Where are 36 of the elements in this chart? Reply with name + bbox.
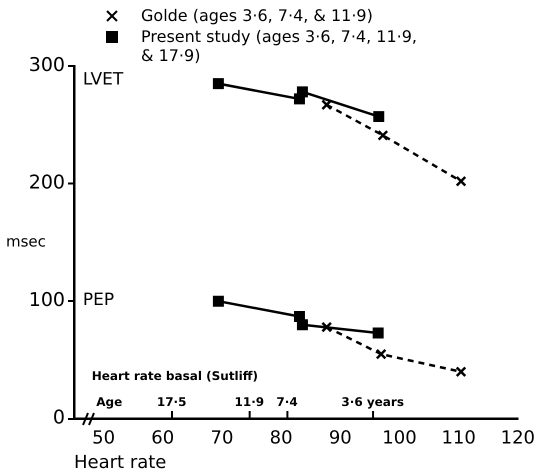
annotation: Age — [96, 394, 122, 409]
point — [321, 322, 332, 333]
point — [373, 111, 384, 122]
point — [212, 78, 224, 90]
annotation: 17·5 — [156, 394, 186, 409]
point — [456, 176, 467, 187]
y-tick-label: 200 — [28, 172, 65, 194]
x-axis-title: Heart rate — [74, 452, 166, 473]
x-tick-label: 60 — [151, 427, 174, 448]
y-tick-label: 100 — [28, 289, 65, 312]
y-axis-title: msec — [6, 232, 46, 250]
legend-label: Golde (ages 3·6, 7·4, & 11·9) — [141, 6, 373, 25]
point — [376, 348, 387, 360]
annotation: 7·4 — [276, 394, 298, 409]
annotation: 11·9 — [234, 394, 264, 409]
legend-label: Present study (ages 3·6, 7·4, 11·9, & 17·9) — [141, 27, 418, 65]
x-tick-label: 100 — [382, 427, 417, 448]
annotation: Heart rate basal (Sutliff) — [92, 368, 258, 383]
point — [372, 327, 384, 338]
x-tick-label: 70 — [210, 427, 234, 448]
x-tick-label: 120 — [500, 427, 535, 448]
y-tick-label: 0 — [52, 406, 65, 429]
point — [456, 366, 467, 378]
annotation: 3·6 years — [341, 394, 404, 409]
y-tick-label: 300 — [28, 54, 65, 76]
annotation: PEP — [82, 290, 114, 310]
x-tick-label: 110 — [441, 427, 476, 448]
annotation: LVET — [82, 70, 124, 90]
x-tick-label: 90 — [328, 427, 352, 448]
point — [296, 86, 308, 98]
point — [212, 296, 224, 307]
x-tick-label: 50 — [92, 427, 116, 448]
point — [296, 319, 308, 330]
x-tick-label: 80 — [270, 427, 293, 448]
point — [377, 130, 388, 141]
point — [321, 99, 332, 110]
